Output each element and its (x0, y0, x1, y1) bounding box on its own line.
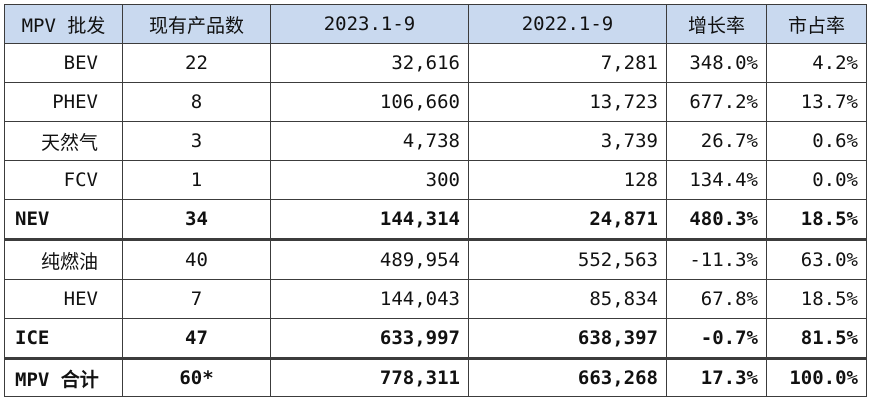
cell-growth: 348.0% (666, 43, 767, 83)
row-label: MPV 合计 (4, 357, 123, 397)
cell-product-count: 40 (122, 238, 271, 280)
cell-2022: 3,739 (468, 121, 667, 161)
table-row-ice-subtotal: ICE 47 633,997 638,397 -0.7% 81.5% (4, 318, 867, 359)
cell-2023: 144,043 (270, 279, 469, 319)
cell-2022: 13,723 (468, 82, 667, 122)
mpv-wholesale-table: MPV 批发 现有产品数 2023.1-9 2022.1-9 增长率 市占率 B… (4, 4, 867, 397)
table-row-phev: PHEV 8 106,660 13,723 677.2% 13.7% (4, 82, 867, 122)
cell-product-count: 47 (122, 318, 271, 359)
cell-2022: 85,834 (468, 279, 667, 319)
cell-growth: 134.4% (666, 160, 767, 200)
mpv-wholesale-table-container: MPV 批发 现有产品数 2023.1-9 2022.1-9 增长率 市占率 B… (4, 4, 867, 397)
cell-product-count: 1 (122, 160, 271, 200)
table-row-natural-gas: 天然气 3 4,738 3,739 26.7% 0.6% (4, 121, 867, 161)
header-segment: MPV 批发 (4, 4, 123, 44)
cell-2022: 7,281 (468, 43, 667, 83)
cell-growth: 677.2% (666, 82, 767, 122)
row-label: BEV (4, 43, 123, 83)
header-market-share: 市占率 (766, 4, 867, 44)
cell-growth: 17.3% (666, 357, 767, 397)
row-label: ICE (4, 318, 123, 359)
table-row-fcv: FCV 1 300 128 134.4% 0.0% (4, 160, 867, 200)
row-label: FCV (4, 160, 123, 200)
cell-2023: 32,616 (270, 43, 469, 83)
cell-growth: 26.7% (666, 121, 767, 161)
table-row-bev: BEV 22 32,616 7,281 348.0% 4.2% (4, 43, 867, 83)
row-label: 天然气 (4, 121, 123, 161)
cell-share: 4.2% (766, 43, 867, 83)
table-row-nev-subtotal: NEV 34 144,314 24,871 480.3% 18.5% (4, 199, 867, 240)
cell-share: 18.5% (766, 279, 867, 319)
cell-product-count: 8 (122, 82, 271, 122)
header-period-2022: 2022.1-9 (468, 4, 667, 44)
cell-2022: 128 (468, 160, 667, 200)
cell-share: 18.5% (766, 199, 867, 240)
cell-share: 81.5% (766, 318, 867, 359)
cell-product-count: 34 (122, 199, 271, 240)
header-product-count: 现有产品数 (122, 4, 271, 44)
cell-2022: 24,871 (468, 199, 667, 240)
table-row-pure-fuel: 纯燃油 40 489,954 552,563 -11.3% 63.0% (4, 238, 867, 280)
row-label: PHEV (4, 82, 123, 122)
cell-2023: 633,997 (270, 318, 469, 359)
cell-2023: 106,660 (270, 82, 469, 122)
cell-2023: 489,954 (270, 238, 469, 280)
cell-2022: 552,563 (468, 238, 667, 280)
cell-growth: -0.7% (666, 318, 767, 359)
cell-product-count: 7 (122, 279, 271, 319)
header-growth-rate: 增长率 (666, 4, 767, 44)
header-row: MPV 批发 现有产品数 2023.1-9 2022.1-9 增长率 市占率 (4, 4, 867, 44)
cell-product-count: 3 (122, 121, 271, 161)
cell-2023: 4,738 (270, 121, 469, 161)
header-period-2023: 2023.1-9 (270, 4, 469, 44)
cell-share: 0.6% (766, 121, 867, 161)
cell-growth: 67.8% (666, 279, 767, 319)
cell-2023: 300 (270, 160, 469, 200)
row-label: HEV (4, 279, 123, 319)
cell-2022: 638,397 (468, 318, 667, 359)
cell-share: 63.0% (766, 238, 867, 280)
cell-product-count: 22 (122, 43, 271, 83)
row-label: NEV (4, 199, 123, 240)
cell-share: 0.0% (766, 160, 867, 200)
cell-2022: 663,268 (468, 357, 667, 397)
table-row-hev: HEV 7 144,043 85,834 67.8% 18.5% (4, 279, 867, 319)
cell-growth: 480.3% (666, 199, 767, 240)
table-row-mpv-total: MPV 合计 60* 778,311 663,268 17.3% 100.0% (4, 357, 867, 397)
cell-share: 13.7% (766, 82, 867, 122)
cell-growth: -11.3% (666, 238, 767, 280)
cell-share: 100.0% (766, 357, 867, 397)
row-label: 纯燃油 (4, 238, 123, 280)
cell-product-count: 60* (122, 357, 271, 397)
cell-2023: 144,314 (270, 199, 469, 240)
cell-2023: 778,311 (270, 357, 469, 397)
